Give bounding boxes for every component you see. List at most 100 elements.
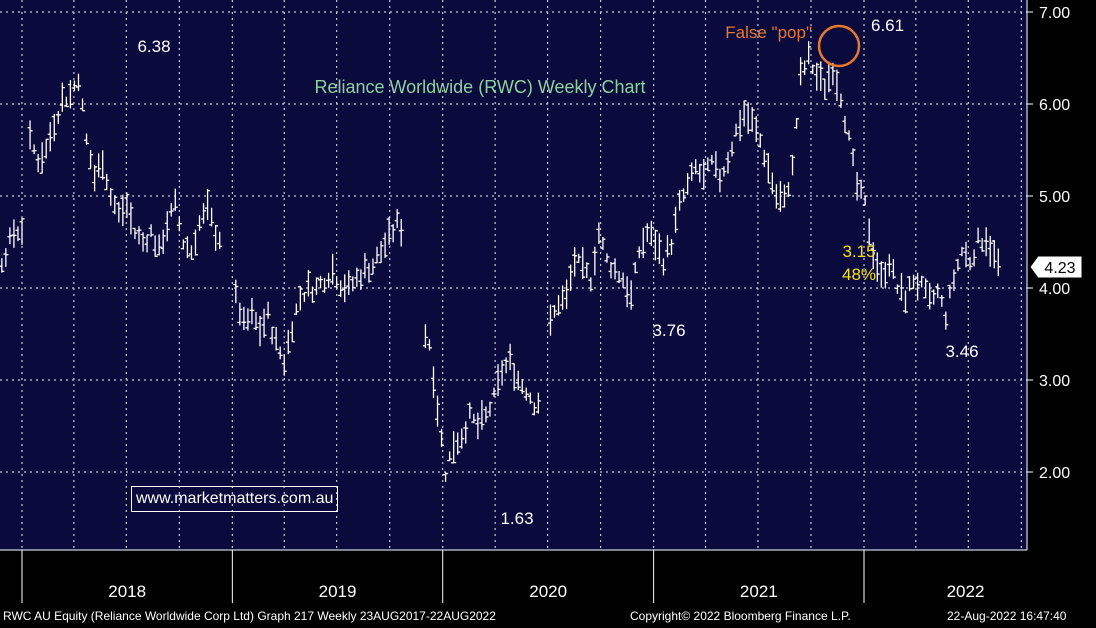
- price-bar: [717, 168, 723, 193]
- last-price-marker: 4.23: [1029, 255, 1083, 279]
- price-bar: [176, 216, 182, 232]
- price-bar: [148, 224, 154, 237]
- price-bar: [233, 279, 239, 304]
- price-bar: [870, 242, 876, 270]
- price-bar: [422, 324, 428, 348]
- price-bar: [209, 207, 215, 227]
- price-bar: [443, 472, 449, 482]
- price-bar: [451, 431, 457, 464]
- price-bar: [547, 304, 553, 336]
- price-bar: [35, 154, 41, 173]
- price-bar: [205, 188, 211, 220]
- price-bar: [120, 194, 126, 227]
- price-bar: [55, 111, 61, 124]
- price-bar: [632, 262, 638, 274]
- price-bar: [88, 150, 94, 170]
- price-bar: [568, 264, 574, 292]
- price-bar: [265, 301, 271, 319]
- price-bar: [116, 201, 122, 223]
- price-bar: [689, 162, 695, 181]
- x-tick-label: 2018: [108, 582, 146, 601]
- price-bar: [531, 402, 537, 416]
- price-bar: [108, 187, 114, 206]
- price-bar: [277, 346, 283, 360]
- price-bar: [786, 181, 792, 198]
- y-tick-label: 7.00: [1039, 5, 1070, 22]
- price-bar: [338, 280, 344, 298]
- price-bar: [334, 276, 340, 289]
- price-bar: [552, 305, 558, 318]
- x-axis-ticks: 2018 2019 2020 2021 2022: [21, 550, 984, 603]
- price-bar: [886, 253, 892, 277]
- annotation-false-pop: False "pop": [725, 23, 812, 42]
- price-bar: [733, 123, 739, 137]
- price-bar: [354, 267, 360, 287]
- price-bar: [439, 428, 445, 448]
- price-bar: [628, 280, 634, 310]
- watermark-url[interactable]: www.marketmatters.com.au: [131, 486, 339, 512]
- price-bar: [313, 277, 319, 296]
- price-bar: [648, 220, 654, 246]
- price-bar: [729, 141, 735, 157]
- price-bar: [382, 232, 388, 258]
- false-pop-circle: [817, 24, 861, 68]
- price-bar: [188, 245, 194, 260]
- price-bar: [386, 217, 392, 245]
- price-bar: [814, 62, 820, 91]
- price-bar: [878, 261, 884, 288]
- price-bar: [656, 233, 662, 265]
- price-bar: [584, 262, 590, 279]
- footer: RWC AU Equity (Reliance Worldwide Corp L…: [0, 605, 1096, 628]
- price-bar: [951, 269, 957, 291]
- price-bar: [67, 80, 73, 109]
- annotation-low-2020: 1.63: [500, 509, 533, 528]
- price-bar: [620, 272, 626, 289]
- price-bar: [459, 428, 465, 449]
- price-bar: [184, 236, 190, 259]
- plot-area: [0, 0, 1027, 550]
- price-bar: [535, 392, 541, 414]
- price-bar: [19, 217, 25, 245]
- annotation-low-2022: 3.46: [945, 342, 978, 361]
- price-bar: [943, 311, 949, 330]
- x-tick-label: 2019: [319, 582, 357, 601]
- price-bar: [269, 326, 275, 345]
- price-bar: [152, 235, 158, 257]
- price-bar: [519, 379, 525, 395]
- price-bar: [640, 227, 646, 259]
- price-bar: [92, 165, 98, 192]
- price-bar: [806, 41, 812, 65]
- price-bar: [652, 229, 658, 261]
- price-bar: [471, 413, 477, 424]
- price-bar: [75, 73, 81, 92]
- price-bar: [475, 412, 481, 440]
- price-bar: [370, 258, 376, 275]
- price-bar: [902, 290, 908, 314]
- price-bar: [285, 329, 291, 355]
- price-bar: [790, 154, 796, 176]
- price-bar: [725, 151, 731, 174]
- price-bar: [217, 231, 223, 250]
- price-bar: [693, 159, 699, 175]
- price-bar: [963, 241, 969, 268]
- price-bar: [580, 247, 586, 279]
- price-bar: [511, 363, 517, 391]
- price-bar: [201, 203, 207, 224]
- price-bar: [192, 229, 198, 256]
- price-bar: [931, 289, 937, 305]
- price-bar: [31, 144, 37, 155]
- price-bar: [761, 149, 767, 168]
- annotation-high-2018: 6.38: [137, 37, 170, 56]
- price-bar: [281, 354, 287, 376]
- price-bar: [136, 226, 142, 245]
- price-bar: [483, 406, 489, 423]
- price-bar: [253, 311, 259, 330]
- price-bar: [713, 151, 719, 178]
- price-bar: [213, 224, 219, 251]
- price-bar: [237, 302, 243, 326]
- price-bar: [874, 252, 880, 282]
- y-axis-ticks: 7.00 6.00 5.00 4.00 3.00 2.00: [1027, 5, 1070, 482]
- price-bar: [596, 222, 602, 244]
- price-bar: [753, 116, 759, 143]
- price-bar: [495, 364, 501, 396]
